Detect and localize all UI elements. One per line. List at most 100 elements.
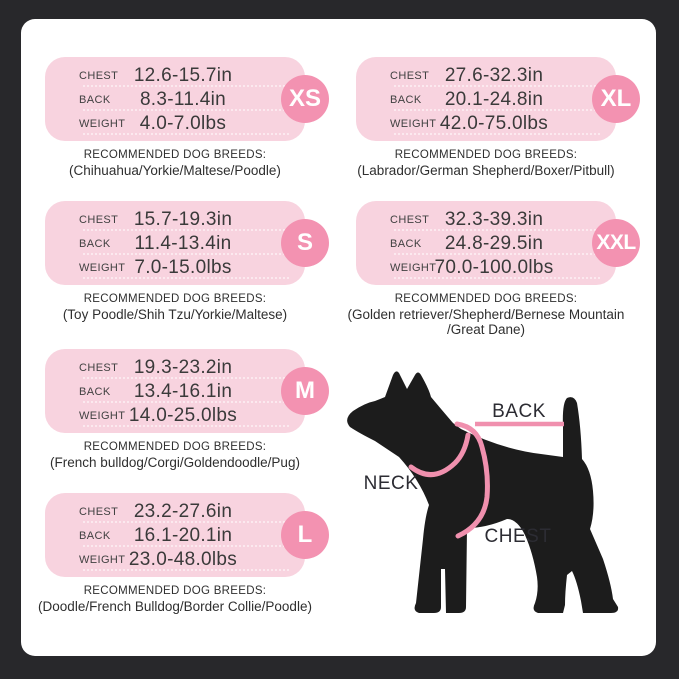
measure-row-weight: WEIGHT 42.0-75.0lbs xyxy=(356,112,616,136)
measure-label-back: BACK xyxy=(390,238,422,250)
measure-label-back: BACK xyxy=(79,530,111,542)
size-badge-xs: XS xyxy=(281,75,329,123)
measure-value-chest: 27.6-32.3in xyxy=(444,65,544,86)
measure-value-chest: 12.6-15.7in xyxy=(133,65,233,86)
measure-value-back: 20.1-24.8in xyxy=(444,89,544,110)
measure-value-back: 11.4-13.4in xyxy=(134,233,232,254)
measure-row-back: BACK 13.4-16.1in xyxy=(45,380,305,404)
measure-value-back: 13.4-16.1in xyxy=(133,381,233,402)
size-card-group-m: CHEST 19.3-23.2in BACK 13.4-16.1in WEIGH… xyxy=(45,349,329,470)
measure-label-chest: CHEST xyxy=(390,70,430,82)
dog-measurement-svg: BACK NECK CHEST xyxy=(347,371,619,613)
size-card: CHEST 15.7-19.3in BACK 11.4-13.4in WEIGH… xyxy=(45,201,329,285)
measure-label-weight: WEIGHT xyxy=(79,410,126,422)
measure-row-back: BACK 24.8-29.5in xyxy=(356,232,616,256)
measure-row-chest: CHEST 15.7-19.3in xyxy=(45,208,305,232)
measure-value-back: 16.1-20.1in xyxy=(133,525,233,546)
size-badge-m: M xyxy=(281,367,329,415)
measure-row-chest: CHEST 23.2-27.6in xyxy=(45,500,305,524)
measure-row-back: BACK 11.4-13.4in xyxy=(45,232,305,256)
measure-value-weight: 42.0-75.0lbs xyxy=(439,113,549,134)
measure-row-chest: CHEST 19.3-23.2in xyxy=(45,356,305,380)
measure-value-weight: 7.0-15.0lbs xyxy=(134,257,232,278)
measure-label-back: BACK xyxy=(390,94,422,106)
measure-label-back: BACK xyxy=(79,94,111,106)
size-card: CHEST 23.2-27.6in BACK 16.1-20.1in WEIGH… xyxy=(45,493,329,577)
recommended-title: RECOMMENDED DOG BREEDS: xyxy=(83,293,267,305)
measure-row-weight: WEIGHT 7.0-15.0lbs xyxy=(45,256,305,280)
dog-silhouette-icon xyxy=(347,371,619,613)
size-badge-s: S xyxy=(281,219,329,267)
measure-label-weight: WEIGHT xyxy=(79,554,126,566)
recommended-title: RECOMMENDED DOG BREEDS: xyxy=(83,149,267,161)
size-card-group-xs: CHEST 12.6-15.7in BACK 8.3-11.4in WEIGHT… xyxy=(45,57,329,178)
measure-row-back: BACK 16.1-20.1in xyxy=(45,524,305,548)
measure-value-weight: 14.0-25.0lbs xyxy=(128,405,238,426)
recommended-title: RECOMMENDED DOG BREEDS: xyxy=(83,585,267,597)
recommended-breeds: RECOMMENDED DOG BREEDS: (Labrador/German… xyxy=(336,148,636,178)
measure-row-weight: WEIGHT 4.0-7.0lbs xyxy=(45,112,305,136)
measure-value-weight: 70.0-100.0lbs xyxy=(434,257,554,278)
measure-value-back: 8.3-11.4in xyxy=(139,89,227,110)
size-badge-xl: XL xyxy=(592,75,640,123)
measure-label-weight: WEIGHT xyxy=(79,118,126,130)
breeds-list: (Toy Poodle/Shih Tzu/Yorkie/Maltese) xyxy=(62,307,288,322)
size-card: CHEST 19.3-23.2in BACK 13.4-16.1in WEIGH… xyxy=(45,349,329,433)
measure-value-chest: 23.2-27.6in xyxy=(133,501,233,522)
breeds-list: (Golden retriever/Shepherd/Bernese Mount… xyxy=(347,307,625,337)
measure-label-chest: CHEST xyxy=(79,362,119,374)
measure-value-chest: 15.7-19.3in xyxy=(133,209,233,230)
chest-strap-line xyxy=(454,421,490,539)
measure-row-weight: WEIGHT 23.0-48.0lbs xyxy=(45,548,305,572)
measure-row-back: BACK 20.1-24.8in xyxy=(356,88,616,112)
diagram-neck-label: NECK xyxy=(364,473,419,494)
recommended-breeds: RECOMMENDED DOG BREEDS: (French bulldog/… xyxy=(25,440,325,470)
measure-label-chest: CHEST xyxy=(79,506,119,518)
breeds-list: (French bulldog/Corgi/Goldendoodle/Pug) xyxy=(50,455,300,470)
white-panel: CHEST 12.6-15.7in BACK 8.3-11.4in WEIGHT… xyxy=(21,19,656,656)
measure-value-chest: 19.3-23.2in xyxy=(133,357,233,378)
measure-value-weight: 4.0-7.0lbs xyxy=(139,113,227,134)
measure-row-chest: CHEST 12.6-15.7in xyxy=(45,64,305,88)
recommended-breeds: RECOMMENDED DOG BREEDS: (Doodle/French B… xyxy=(25,584,325,614)
measure-row-back: BACK 8.3-11.4in xyxy=(45,88,305,112)
size-card: CHEST 12.6-15.7in BACK 8.3-11.4in WEIGHT… xyxy=(45,57,329,141)
measure-label-weight: WEIGHT xyxy=(390,262,437,274)
diagram-back-label: BACK xyxy=(492,401,546,422)
measure-row-chest: CHEST 32.3-39.3in xyxy=(356,208,616,232)
measure-label-back: BACK xyxy=(79,386,111,398)
breeds-list: (Labrador/German Shepherd/Boxer/Pitbull) xyxy=(357,163,615,178)
size-card-group-xxl: CHEST 32.3-39.3in BACK 24.8-29.5in WEIGH… xyxy=(348,201,640,337)
size-card-group-s: CHEST 15.7-19.3in BACK 11.4-13.4in WEIGH… xyxy=(45,201,329,322)
size-card: CHEST 27.6-32.3in BACK 20.1-24.8in WEIGH… xyxy=(356,57,640,141)
measure-value-chest: 32.3-39.3in xyxy=(444,209,544,230)
recommended-breeds: RECOMMENDED DOG BREEDS: (Golden retrieve… xyxy=(336,292,636,337)
size-card: CHEST 32.3-39.3in BACK 24.8-29.5in WEIGH… xyxy=(356,201,640,285)
size-card-group-l: CHEST 23.2-27.6in BACK 16.1-20.1in WEIGH… xyxy=(38,493,329,614)
measure-label-weight: WEIGHT xyxy=(390,118,437,130)
measure-label-back: BACK xyxy=(79,238,111,250)
breeds-list: (Chihuahua/Yorkie/Maltese/Poodle) xyxy=(69,163,281,178)
measure-label-chest: CHEST xyxy=(79,214,119,226)
diagram-chest-label: CHEST xyxy=(485,526,552,547)
measure-row-chest: CHEST 27.6-32.3in xyxy=(356,64,616,88)
recommended-breeds: RECOMMENDED DOG BREEDS: (Toy Poodle/Shih… xyxy=(25,292,325,322)
measure-label-chest: CHEST xyxy=(79,70,119,82)
size-card-group-xl: CHEST 27.6-32.3in BACK 20.1-24.8in WEIGH… xyxy=(356,57,640,178)
measure-row-weight: WEIGHT 14.0-25.0lbs xyxy=(45,404,305,428)
measure-value-weight: 23.0-48.0lbs xyxy=(128,549,238,570)
measure-label-weight: WEIGHT xyxy=(79,262,126,274)
recommended-title: RECOMMENDED DOG BREEDS: xyxy=(394,149,578,161)
breeds-list: (Doodle/French Bulldog/Border Collie/Poo… xyxy=(38,599,312,614)
recommended-title: RECOMMENDED DOG BREEDS: xyxy=(83,441,267,453)
neck-strap-line xyxy=(408,432,471,477)
size-badge-xxl: XXL xyxy=(592,219,640,267)
recommended-title: RECOMMENDED DOG BREEDS: xyxy=(394,293,578,305)
size-badge-l: L xyxy=(281,511,329,559)
measure-row-weight: WEIGHT 70.0-100.0lbs xyxy=(356,256,616,280)
measurement-diagram: BACK NECK CHEST xyxy=(341,367,641,647)
measure-label-chest: CHEST xyxy=(390,214,430,226)
recommended-breeds: RECOMMENDED DOG BREEDS: (Chihuahua/Yorki… xyxy=(25,148,325,178)
measure-value-back: 24.8-29.5in xyxy=(444,233,544,254)
